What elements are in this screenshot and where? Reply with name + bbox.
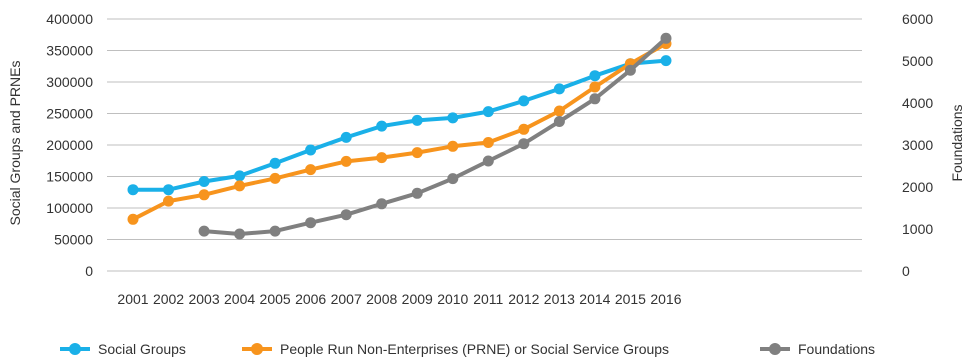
- data-point: [198, 176, 210, 187]
- x-tick-label: 2012: [508, 291, 539, 307]
- data-point: [376, 152, 388, 164]
- data-point: [660, 32, 672, 44]
- right-axis-title: Foundations: [949, 104, 965, 181]
- legend: Social Groups People Run Non-Enterprises …: [60, 341, 875, 357]
- x-tick-label: 2009: [402, 291, 433, 307]
- data-point: [447, 140, 459, 152]
- data-point: [340, 209, 352, 221]
- y-tick-label: 200000: [46, 137, 93, 153]
- x-tick-label: 2004: [224, 291, 255, 307]
- x-tick-label: 2008: [366, 291, 397, 307]
- data-point: [482, 155, 494, 167]
- data-point: [305, 144, 317, 156]
- data-point: [447, 173, 459, 185]
- legend-marker: [69, 343, 81, 355]
- series-line: [131, 41, 668, 222]
- data-point: [127, 184, 139, 196]
- data-point: [553, 83, 565, 95]
- x-tick-label: 2014: [579, 291, 610, 307]
- x-tick-label: 2016: [650, 291, 681, 307]
- data-point: [624, 64, 636, 76]
- x-tick-label: 2010: [437, 291, 468, 307]
- data-point: [411, 187, 423, 199]
- x-tick-label: 2001: [117, 291, 148, 307]
- y-tick-label: 50000: [54, 232, 93, 248]
- data-point: [269, 225, 281, 237]
- data-point: [589, 70, 601, 82]
- legend-marker: [251, 343, 263, 355]
- x-tick-label: 2002: [153, 291, 184, 307]
- data-point: [163, 184, 174, 196]
- x-tick-label: 2015: [615, 291, 646, 307]
- x-tick-label: 2011: [473, 291, 503, 307]
- data-point: [234, 170, 246, 182]
- x-tick-label: 2007: [331, 291, 362, 307]
- data-point: [518, 123, 530, 135]
- data-point: [660, 55, 672, 67]
- series-lines: [127, 32, 672, 240]
- series-social-groups: [127, 55, 672, 196]
- data-point: [376, 198, 388, 210]
- y2-tick-label: 5000: [902, 53, 933, 69]
- series-line: [131, 58, 668, 192]
- data-point: [411, 114, 423, 126]
- data-point: [305, 217, 317, 229]
- legend-item: Social Groups: [60, 341, 186, 357]
- data-point: [198, 189, 210, 201]
- y2-tick-label: 6000: [902, 11, 933, 27]
- y-tick-label: 350000: [46, 43, 93, 59]
- y-tick-label: 250000: [46, 106, 93, 122]
- data-point: [447, 112, 459, 124]
- y-tick-label: 400000: [46, 11, 93, 27]
- data-point: [234, 228, 246, 240]
- y2-tick-label: 0: [902, 263, 910, 279]
- data-point: [269, 157, 281, 169]
- data-point: [411, 147, 423, 159]
- data-point: [163, 195, 174, 207]
- data-point: [482, 137, 494, 148]
- data-point: [340, 131, 352, 143]
- data-point: [589, 81, 601, 93]
- data-point: [518, 138, 530, 150]
- data-point: [127, 213, 139, 225]
- legend-label: People Run Non-Enterprises (PRNE) or Soc…: [280, 341, 669, 357]
- right-axis-ticks: 6000 5000 4000 3000 2000 1000 0: [902, 11, 933, 279]
- legend-label: Foundations: [798, 341, 875, 357]
- x-tick-label: 2013: [544, 291, 575, 307]
- x-tick-label: 2006: [295, 291, 326, 307]
- data-point: [198, 225, 210, 237]
- y-tick-label: 100000: [46, 200, 93, 216]
- y-tick-label: 300000: [46, 74, 93, 90]
- data-point: [589, 93, 601, 105]
- series-line: [202, 36, 668, 236]
- data-point: [553, 105, 565, 117]
- y2-tick-label: 4000: [902, 95, 933, 111]
- x-axis-ticks: 2001 2002 2003 2004 2005 2006 2007 2008 2009 2010…: [117, 291, 681, 307]
- data-point: [269, 172, 281, 184]
- x-tick-label: 2003: [188, 291, 219, 307]
- y-tick-label: 150000: [46, 169, 93, 185]
- legend-item: People Run Non-Enterprises (PRNE) or Soc…: [242, 341, 669, 357]
- data-point: [305, 164, 317, 176]
- series-foundations: [198, 32, 672, 240]
- series-people-run-non-enterprises-prne-or-social-service-groups: [127, 38, 672, 225]
- data-point: [376, 120, 388, 132]
- data-point: [340, 155, 352, 167]
- y2-tick-label: 1000: [902, 221, 933, 237]
- x-tick-label: 2005: [260, 291, 291, 307]
- y2-tick-label: 3000: [902, 137, 933, 153]
- y2-tick-label: 2000: [902, 179, 933, 195]
- data-point: [482, 106, 494, 118]
- legend-item: Foundations: [760, 341, 875, 357]
- data-point: [234, 180, 246, 192]
- y-tick-label: 0: [85, 263, 93, 279]
- data-point: [518, 95, 530, 107]
- left-axis-title: Social Groups and PRNEs: [7, 61, 23, 226]
- left-axis-ticks: 400000 350000 300000 250000 200000 150000 1000…: [46, 11, 93, 279]
- data-point: [553, 116, 565, 127]
- legend-label: Social Groups: [98, 341, 186, 357]
- legend-marker: [769, 343, 781, 355]
